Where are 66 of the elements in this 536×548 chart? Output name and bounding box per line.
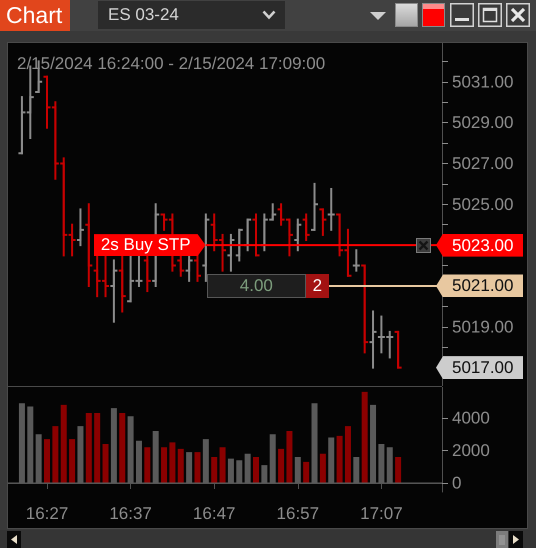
- bar: [336, 436, 343, 484]
- bar: [60, 404, 67, 484]
- y-tick-label: 5017.00: [436, 356, 523, 380]
- candlestick: [234, 228, 244, 262]
- candlestick: [360, 264, 370, 354]
- text: ES 03-24: [108, 4, 179, 26]
- bar: [220, 447, 226, 484]
- candlestick: [184, 253, 194, 283]
- ref-line-label: 5021.00: [436, 274, 523, 298]
- x-tick-label: 17:07: [360, 504, 403, 523]
- x-tick-label: 16:47: [192, 504, 236, 523]
- bar: [119, 413, 126, 484]
- candlestick: [394, 330, 403, 370]
- bar: [102, 444, 109, 484]
- candlestick: [192, 253, 202, 283]
- bar: [320, 454, 326, 484]
- y-tick-label: 2000: [452, 440, 490, 460]
- field-box: 4.00: [206, 274, 306, 298]
- candlestick: [252, 212, 260, 258]
- candlestick: [352, 248, 361, 273]
- candlestick: [368, 309, 378, 370]
- candlestick: [201, 212, 210, 283]
- candlestick: [326, 186, 336, 232]
- bar: [94, 413, 100, 484]
- bar: [44, 439, 50, 484]
- x-tick-label: 16:27: [26, 504, 68, 523]
- bar: [211, 457, 218, 484]
- y-tick-label: 4000: [452, 408, 490, 428]
- x-tick-label: 16:57: [276, 504, 320, 523]
- ref-line-label: 5023.00: [436, 234, 523, 257]
- bar: [194, 452, 200, 484]
- text: Chart: [0, 0, 70, 31]
- bar: [286, 430, 292, 484]
- y-tick-label: 5029.00: [452, 113, 514, 132]
- bar: [253, 457, 259, 484]
- bar: [303, 462, 310, 484]
- bar: [278, 448, 284, 484]
- x-tick-label: 16:37: [109, 504, 152, 523]
- candlestick: [84, 202, 94, 288]
- candlestick: [293, 218, 302, 252]
- bar: [362, 392, 368, 484]
- y-tick-label: 5031.00: [452, 72, 514, 92]
- candlestick: [226, 232, 236, 273]
- bar: [169, 442, 176, 484]
- candlestick: [142, 253, 152, 294]
- bar: [395, 457, 402, 484]
- candlestick: [318, 207, 328, 237]
- y-tick-label: 5019.00: [452, 317, 514, 336]
- candlestick: [176, 253, 186, 278]
- candlestick: [310, 182, 320, 232]
- bar: [52, 426, 58, 484]
- y-tick-label: 5025.00: [452, 194, 514, 214]
- candlestick: [302, 212, 311, 242]
- candlestick: [76, 207, 85, 248]
- bar: [86, 413, 92, 484]
- bar: [144, 447, 150, 484]
- bar: [344, 426, 351, 484]
- y-tick-label: 5027.00: [452, 154, 514, 173]
- bar: [69, 439, 76, 484]
- candlestick: [109, 258, 118, 324]
- candlestick: [118, 253, 127, 314]
- bar: [178, 448, 184, 484]
- y-tick-label: 0: [452, 474, 462, 493]
- annotation: 2: [306, 274, 329, 298]
- annotation: 2s Buy STP: [94, 234, 206, 256]
- bar: [161, 447, 168, 484]
